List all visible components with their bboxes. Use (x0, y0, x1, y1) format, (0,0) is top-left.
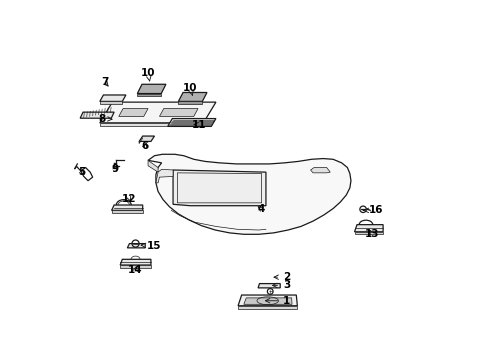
Polygon shape (310, 167, 329, 173)
Text: 1: 1 (265, 296, 290, 306)
Polygon shape (156, 169, 173, 183)
Polygon shape (120, 259, 151, 265)
Polygon shape (148, 160, 158, 172)
Polygon shape (111, 205, 142, 210)
Polygon shape (178, 102, 202, 104)
Text: 4: 4 (258, 204, 265, 214)
Text: 16: 16 (363, 205, 383, 215)
Polygon shape (139, 136, 154, 141)
Polygon shape (354, 225, 382, 232)
Text: 2: 2 (273, 272, 290, 282)
Polygon shape (167, 118, 216, 126)
Polygon shape (120, 265, 151, 267)
Polygon shape (354, 232, 382, 234)
Text: 7: 7 (101, 77, 108, 87)
Polygon shape (100, 95, 125, 102)
Polygon shape (100, 102, 216, 123)
Polygon shape (127, 244, 145, 248)
Text: 14: 14 (128, 265, 142, 275)
Text: 13: 13 (365, 229, 379, 239)
Polygon shape (238, 295, 297, 306)
Polygon shape (137, 94, 161, 96)
Polygon shape (258, 284, 280, 288)
Polygon shape (178, 93, 206, 102)
Text: 9: 9 (111, 164, 119, 174)
Text: 10: 10 (141, 68, 155, 81)
Polygon shape (100, 123, 203, 126)
Text: 6: 6 (142, 141, 148, 151)
Text: 3: 3 (272, 280, 290, 291)
Text: 11: 11 (191, 120, 205, 130)
Text: 15: 15 (141, 241, 162, 251)
Polygon shape (111, 210, 142, 213)
Text: 12: 12 (122, 194, 137, 203)
Polygon shape (80, 112, 114, 118)
Polygon shape (159, 109, 198, 116)
Polygon shape (100, 102, 122, 104)
Polygon shape (148, 154, 350, 234)
Polygon shape (244, 298, 291, 304)
Polygon shape (238, 306, 297, 309)
Text: 5: 5 (78, 167, 85, 177)
Polygon shape (119, 109, 148, 116)
Polygon shape (173, 170, 265, 206)
Text: 8: 8 (98, 113, 112, 123)
Text: 10: 10 (183, 83, 197, 96)
Polygon shape (137, 84, 165, 94)
